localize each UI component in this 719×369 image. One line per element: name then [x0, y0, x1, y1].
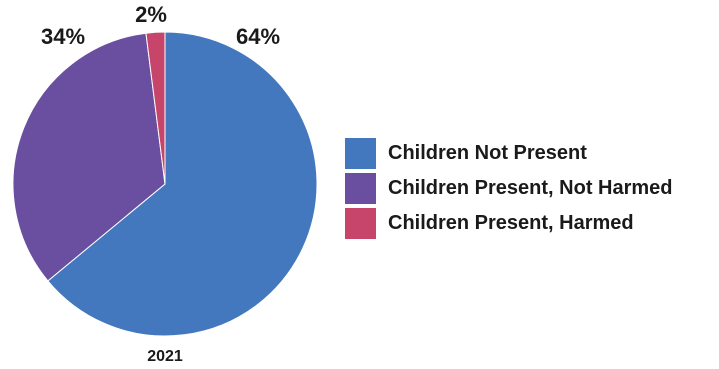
slice-value-label: 2% — [135, 2, 167, 27]
legend-item-children-not-present: Children Not Present — [345, 136, 673, 171]
legend-label: Children Present, Not Harmed — [388, 177, 673, 199]
pie-slice-children-present-not-harmed — [12, 32, 166, 282]
slice-value-labels: 64% 34% 2% — [41, 2, 280, 49]
slice-value-label: 34% — [41, 24, 85, 49]
pie-slices — [12, 31, 318, 337]
legend-label: Children Not Present — [388, 142, 587, 164]
chart-legend: Children Not Present Children Present, N… — [345, 136, 673, 241]
pie-slice-children-not-present — [47, 31, 318, 337]
chart-year-label: 2021 — [147, 348, 183, 365]
slice-value-label: 64% — [236, 24, 280, 49]
legend-swatch — [345, 173, 376, 204]
pie-slice-children-present-harmed — [145, 31, 166, 185]
legend-label: Children Present, Harmed — [388, 212, 634, 234]
legend-item-children-present-not-harmed: Children Present, Not Harmed — [345, 171, 673, 206]
legend-swatch — [345, 208, 376, 239]
legend-swatch — [345, 138, 376, 169]
legend-item-children-present-harmed: Children Present, Harmed — [345, 206, 673, 241]
